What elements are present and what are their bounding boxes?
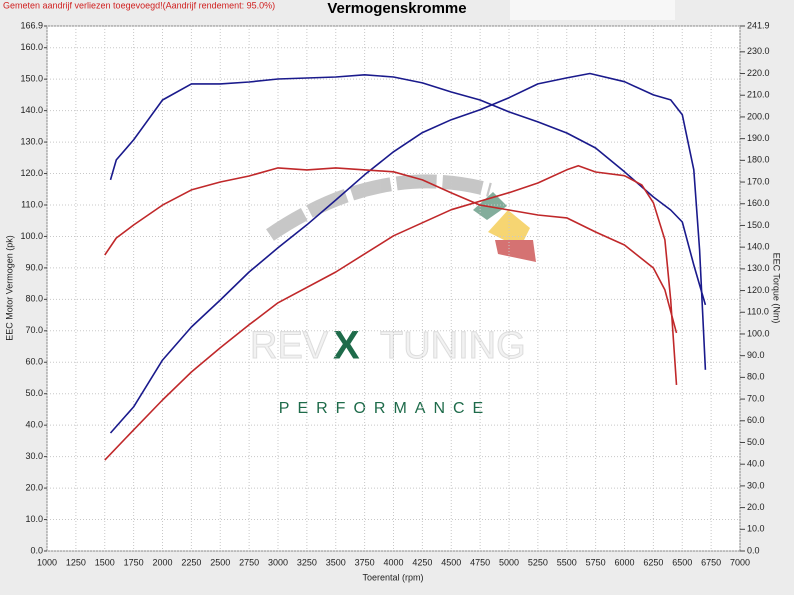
y-tick-label: 0.0 [30,545,43,555]
logo-tuning: TUNING [380,325,526,367]
y-tick-label: 140.0 [20,105,43,115]
subtitle: Gemeten aandrijf verliezen toegevoegd!(A… [3,0,275,10]
series-line [109,72,707,434]
x-tick-label: 6000 [614,557,634,567]
y-tick-label: 120.0 [20,168,43,178]
header-box [510,0,675,20]
x-tick-label: 5500 [557,557,577,567]
y2-tick-label: 220.0 [747,68,770,78]
x-tick-label: 6750 [701,557,721,567]
x-tick-label: 4000 [383,557,403,567]
x-tick-label: 5000 [499,557,519,567]
y-axis-title: EEC Motor Vermogen (pk) [4,235,14,341]
x-tick-label: 2500 [210,557,230,567]
y-tick-label: 60.0 [25,357,43,367]
y2-tick-label: 80.0 [747,372,765,382]
x-tick-label: 6500 [672,557,692,567]
y2-tick-label: 100.0 [747,328,770,338]
y2-tick-label: 210.0 [747,90,770,100]
y2-tick-label: 10.0 [747,524,765,534]
x-tick-label: 2750 [239,557,259,567]
logo-arc [266,174,492,241]
x-tick-label: 5750 [586,557,606,567]
y2-tick-label: 90.0 [747,350,765,360]
y2-tick-label: 30.0 [747,480,765,490]
y2-tick-label: 170.0 [747,176,770,186]
x-tick-label: 3250 [297,557,317,567]
y-tick-label: 20.0 [25,482,43,492]
y-tick-label: 90.0 [25,262,43,272]
y2-axis-title: EEC Torque (Nm) [772,253,782,324]
x-tick-label: 1750 [124,557,144,567]
y-tick-label: 30.0 [25,451,43,461]
series-line [104,164,678,461]
y-tick-label: 110.0 [21,199,43,209]
y2-tick-label: 241.9 [747,20,770,30]
x-tick-label: 1500 [95,557,115,567]
logo-rev: REV [250,325,329,367]
y2-tick-label: 20.0 [747,502,765,512]
y-tick-label: 130.0 [20,136,43,146]
y2-tick-label: 40.0 [747,459,765,469]
logo-x: X [333,324,360,368]
x-axis-title: Toerental (rpm) [362,572,423,582]
y2-tick-label: 140.0 [747,242,770,252]
y2-tick-label: 230.0 [747,46,770,56]
x-tick-label: 2000 [152,557,172,567]
x-tick-label: 3000 [268,557,288,567]
logo-performance: PERFORMANCE [279,400,491,417]
y-tick-label: 150.0 [20,74,43,84]
x-tick-label: 1000 [37,557,57,567]
x-tick-label: 3750 [355,557,375,567]
x-tick-label: 1250 [66,557,86,567]
x-tick-label: 7000 [730,557,750,567]
logo-segment [495,240,536,262]
x-tick-label: 4500 [441,557,461,567]
y-tick-label: 166.9 [20,20,43,30]
y2-tick-label: 60.0 [747,415,765,425]
y-tick-label: 10.0 [25,514,43,524]
y-tick-label: 100.0 [20,231,43,241]
x-tick-label: 4250 [412,557,432,567]
y2-tick-label: 190.0 [747,133,770,143]
x-tick-label: 4750 [470,557,490,567]
series-line [109,74,707,306]
series-line [104,167,678,334]
y-tick-label: 50.0 [25,388,43,398]
y2-tick-label: 180.0 [747,155,770,165]
y-tick-label: 80.0 [25,294,43,304]
y2-tick-label: 160.0 [747,198,770,208]
logo-segment [488,210,530,248]
x-tick-label: 3500 [326,557,346,567]
y2-tick-label: 110.0 [747,307,769,317]
x-tick-label: 5250 [528,557,548,567]
y-tick-label: 40.0 [25,420,43,430]
y2-tick-label: 120.0 [747,285,770,295]
y2-tick-label: 0.0 [747,545,760,555]
y2-tick-label: 70.0 [747,393,765,403]
y2-tick-label: 50.0 [747,437,765,447]
x-tick-label: 2250 [181,557,201,567]
chart-title: Vermogenskromme [327,0,466,17]
y-tick-label: 70.0 [25,325,43,335]
y2-tick-label: 200.0 [747,111,770,121]
y-tick-label: 160.0 [20,42,43,52]
x-tick-label: 6250 [643,557,663,567]
y2-tick-label: 130.0 [747,263,770,273]
y2-tick-label: 150.0 [747,220,770,230]
